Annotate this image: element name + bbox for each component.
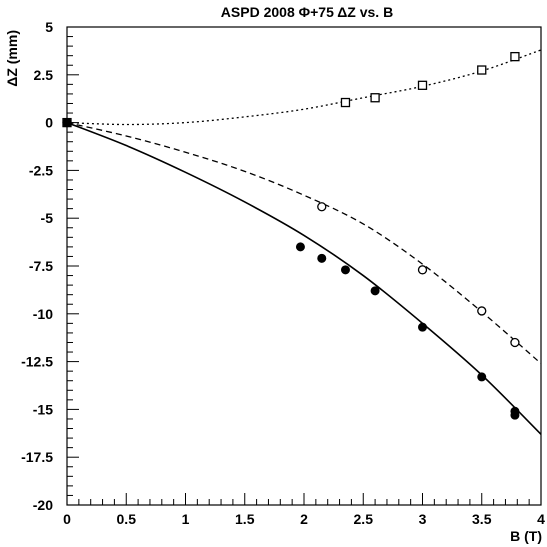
- y-tick-label: -20: [33, 497, 53, 513]
- data-point: [370, 93, 380, 103]
- y-tick-label: -7.5: [29, 258, 53, 274]
- y-tick-label: 5: [45, 19, 53, 35]
- y-tick-label: 2.5: [34, 67, 54, 83]
- y-tick-label: -17.5: [21, 449, 53, 465]
- series-1: [62, 49, 542, 128]
- data-point: [340, 97, 351, 108]
- data-point: [417, 80, 428, 90]
- series-layer: [62, 49, 542, 435]
- x-axis-label: B (T): [510, 528, 542, 544]
- y-tick-label: -12.5: [21, 354, 53, 370]
- data-point: [510, 337, 520, 348]
- data-point: [477, 372, 487, 382]
- x-tick-label: 4: [537, 511, 545, 527]
- data-point: [317, 202, 327, 212]
- fit-curve: [66, 121, 542, 435]
- y-tick-label: -2.5: [29, 162, 53, 178]
- data-point: [477, 65, 487, 75]
- data-point: [317, 253, 327, 263]
- x-tick-label: 3: [419, 511, 427, 527]
- data-point: [510, 51, 520, 62]
- y-axis-ticks: 5 2.5 0 -2.5 -5 -7.5 -10 -12.5 -15 -17.5 -20: [21, 19, 79, 513]
- fit-curve: [66, 121, 542, 365]
- data-point: [295, 242, 305, 252]
- x-tick-label: 0: [63, 511, 71, 527]
- x-tick-label: 0.5: [117, 511, 137, 527]
- x-tick-label: 3.5: [472, 511, 492, 527]
- data-point: [370, 286, 380, 296]
- plot-area: [66, 26, 542, 506]
- chart-title: ASPD 2008 Φ+75 ΔZ vs. B: [221, 4, 393, 20]
- x-tick-label: 2: [300, 511, 308, 527]
- data-point: [340, 265, 350, 275]
- series-2: [62, 117, 542, 365]
- y-tick-label: -5: [41, 210, 54, 226]
- y-tick-label: 0: [45, 115, 53, 131]
- fit-curve: [66, 49, 542, 126]
- data-point: [62, 118, 72, 128]
- data-point: [510, 410, 520, 420]
- x-tick-label: 1.5: [235, 511, 255, 527]
- plot-frame: [66, 26, 542, 506]
- x-axis-ticks: 0 0.5 1 1.5 2 2.5 3 3.5 4: [63, 493, 545, 527]
- x-tick-label: 1: [182, 511, 190, 527]
- data-point: [477, 306, 487, 316]
- series-3: [62, 118, 542, 435]
- x-tick-label: 2.5: [354, 511, 374, 527]
- y-tick-label: -10: [33, 306, 53, 322]
- data-point: [417, 265, 428, 275]
- y-tick-label: -15: [33, 401, 53, 417]
- y-axis-label: ΔZ (mm): [4, 30, 20, 87]
- data-point: [418, 322, 427, 332]
